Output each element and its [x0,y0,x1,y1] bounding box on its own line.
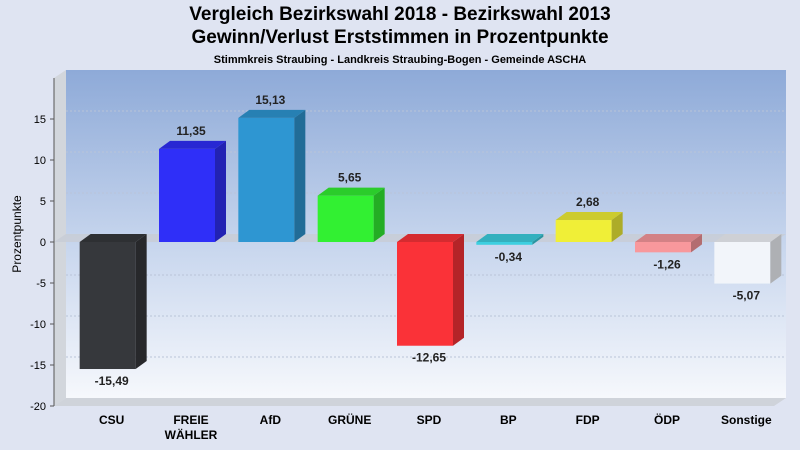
chart-title-line1: Vergleich Bezirkswahl 2018 - Bezirkswahl… [189,4,611,25]
bar [317,187,385,242]
y-axis-label: Prozentpunkte [10,195,24,273]
bar [79,234,147,370]
bar [397,234,464,346]
bar [238,109,306,243]
category-label: Sonstige [721,413,772,427]
bar-front [397,242,453,346]
chart-title-line2: Gewinn/Verlust Erststimmen in Prozentpun… [191,27,609,48]
bar-front [238,117,295,242]
category-label: FDP [576,413,600,427]
bar [714,234,782,284]
y-tick-label: -15 [30,360,46,372]
bar-top [317,187,385,196]
bar-side [294,109,306,243]
bar-top [714,234,782,242]
bar [635,234,702,253]
data-label: -0,34 [495,250,523,264]
y-tick-label: -10 [30,319,46,331]
bar-side [135,234,147,370]
data-label: 2,68 [576,195,600,209]
category-label: CSU [99,413,124,427]
bar-side [215,140,226,242]
bar [159,140,226,242]
bar-front [714,242,771,284]
bar [555,212,623,242]
category-label: BP [500,413,517,427]
bar-side [691,234,702,253]
y-tick-label: -20 [30,401,46,413]
chart-subtitle: Stimmkreis Straubing - Landkreis Straubi… [213,54,587,66]
data-label: 15,13 [255,93,285,107]
plot-floor [54,398,786,406]
y-tick-label: -5 [36,278,46,290]
bar-side [611,212,623,242]
bar-front [555,220,612,242]
data-label: -12,65 [412,351,446,365]
category-label: GRÜNE [328,412,371,427]
data-label: -1,26 [653,257,681,271]
data-label: -5,07 [733,289,761,303]
category-label: SPD [417,413,442,427]
bar-top [397,234,464,242]
bar-side [770,234,782,284]
bar-front [159,148,215,242]
bar-top [159,140,226,149]
bar-top [238,109,306,118]
data-label: 11,35 [176,124,206,138]
y-tick-label: 15 [34,114,46,126]
bar-top [476,234,544,242]
data-label: 5,65 [338,171,362,185]
y-tick-label: 5 [40,196,46,208]
category-label: WÄHLER [165,427,218,442]
bar-top [79,234,147,242]
bar-front [79,242,136,370]
bar-top [635,234,702,242]
bar-side [453,234,464,346]
y-tick-label: 0 [40,237,46,249]
bar-front [635,242,691,253]
bar [476,234,544,245]
bar-side [373,187,385,242]
y-tick-label: 10 [34,155,46,167]
bar-side [532,234,544,245]
category-label: ÖDP [654,412,680,427]
bar-front [317,195,374,242]
category-label: AfD [260,413,282,427]
category-label: FREIE [173,413,208,427]
bar-top [555,212,623,221]
data-label: -15,49 [95,374,129,388]
bar-front [476,242,533,245]
